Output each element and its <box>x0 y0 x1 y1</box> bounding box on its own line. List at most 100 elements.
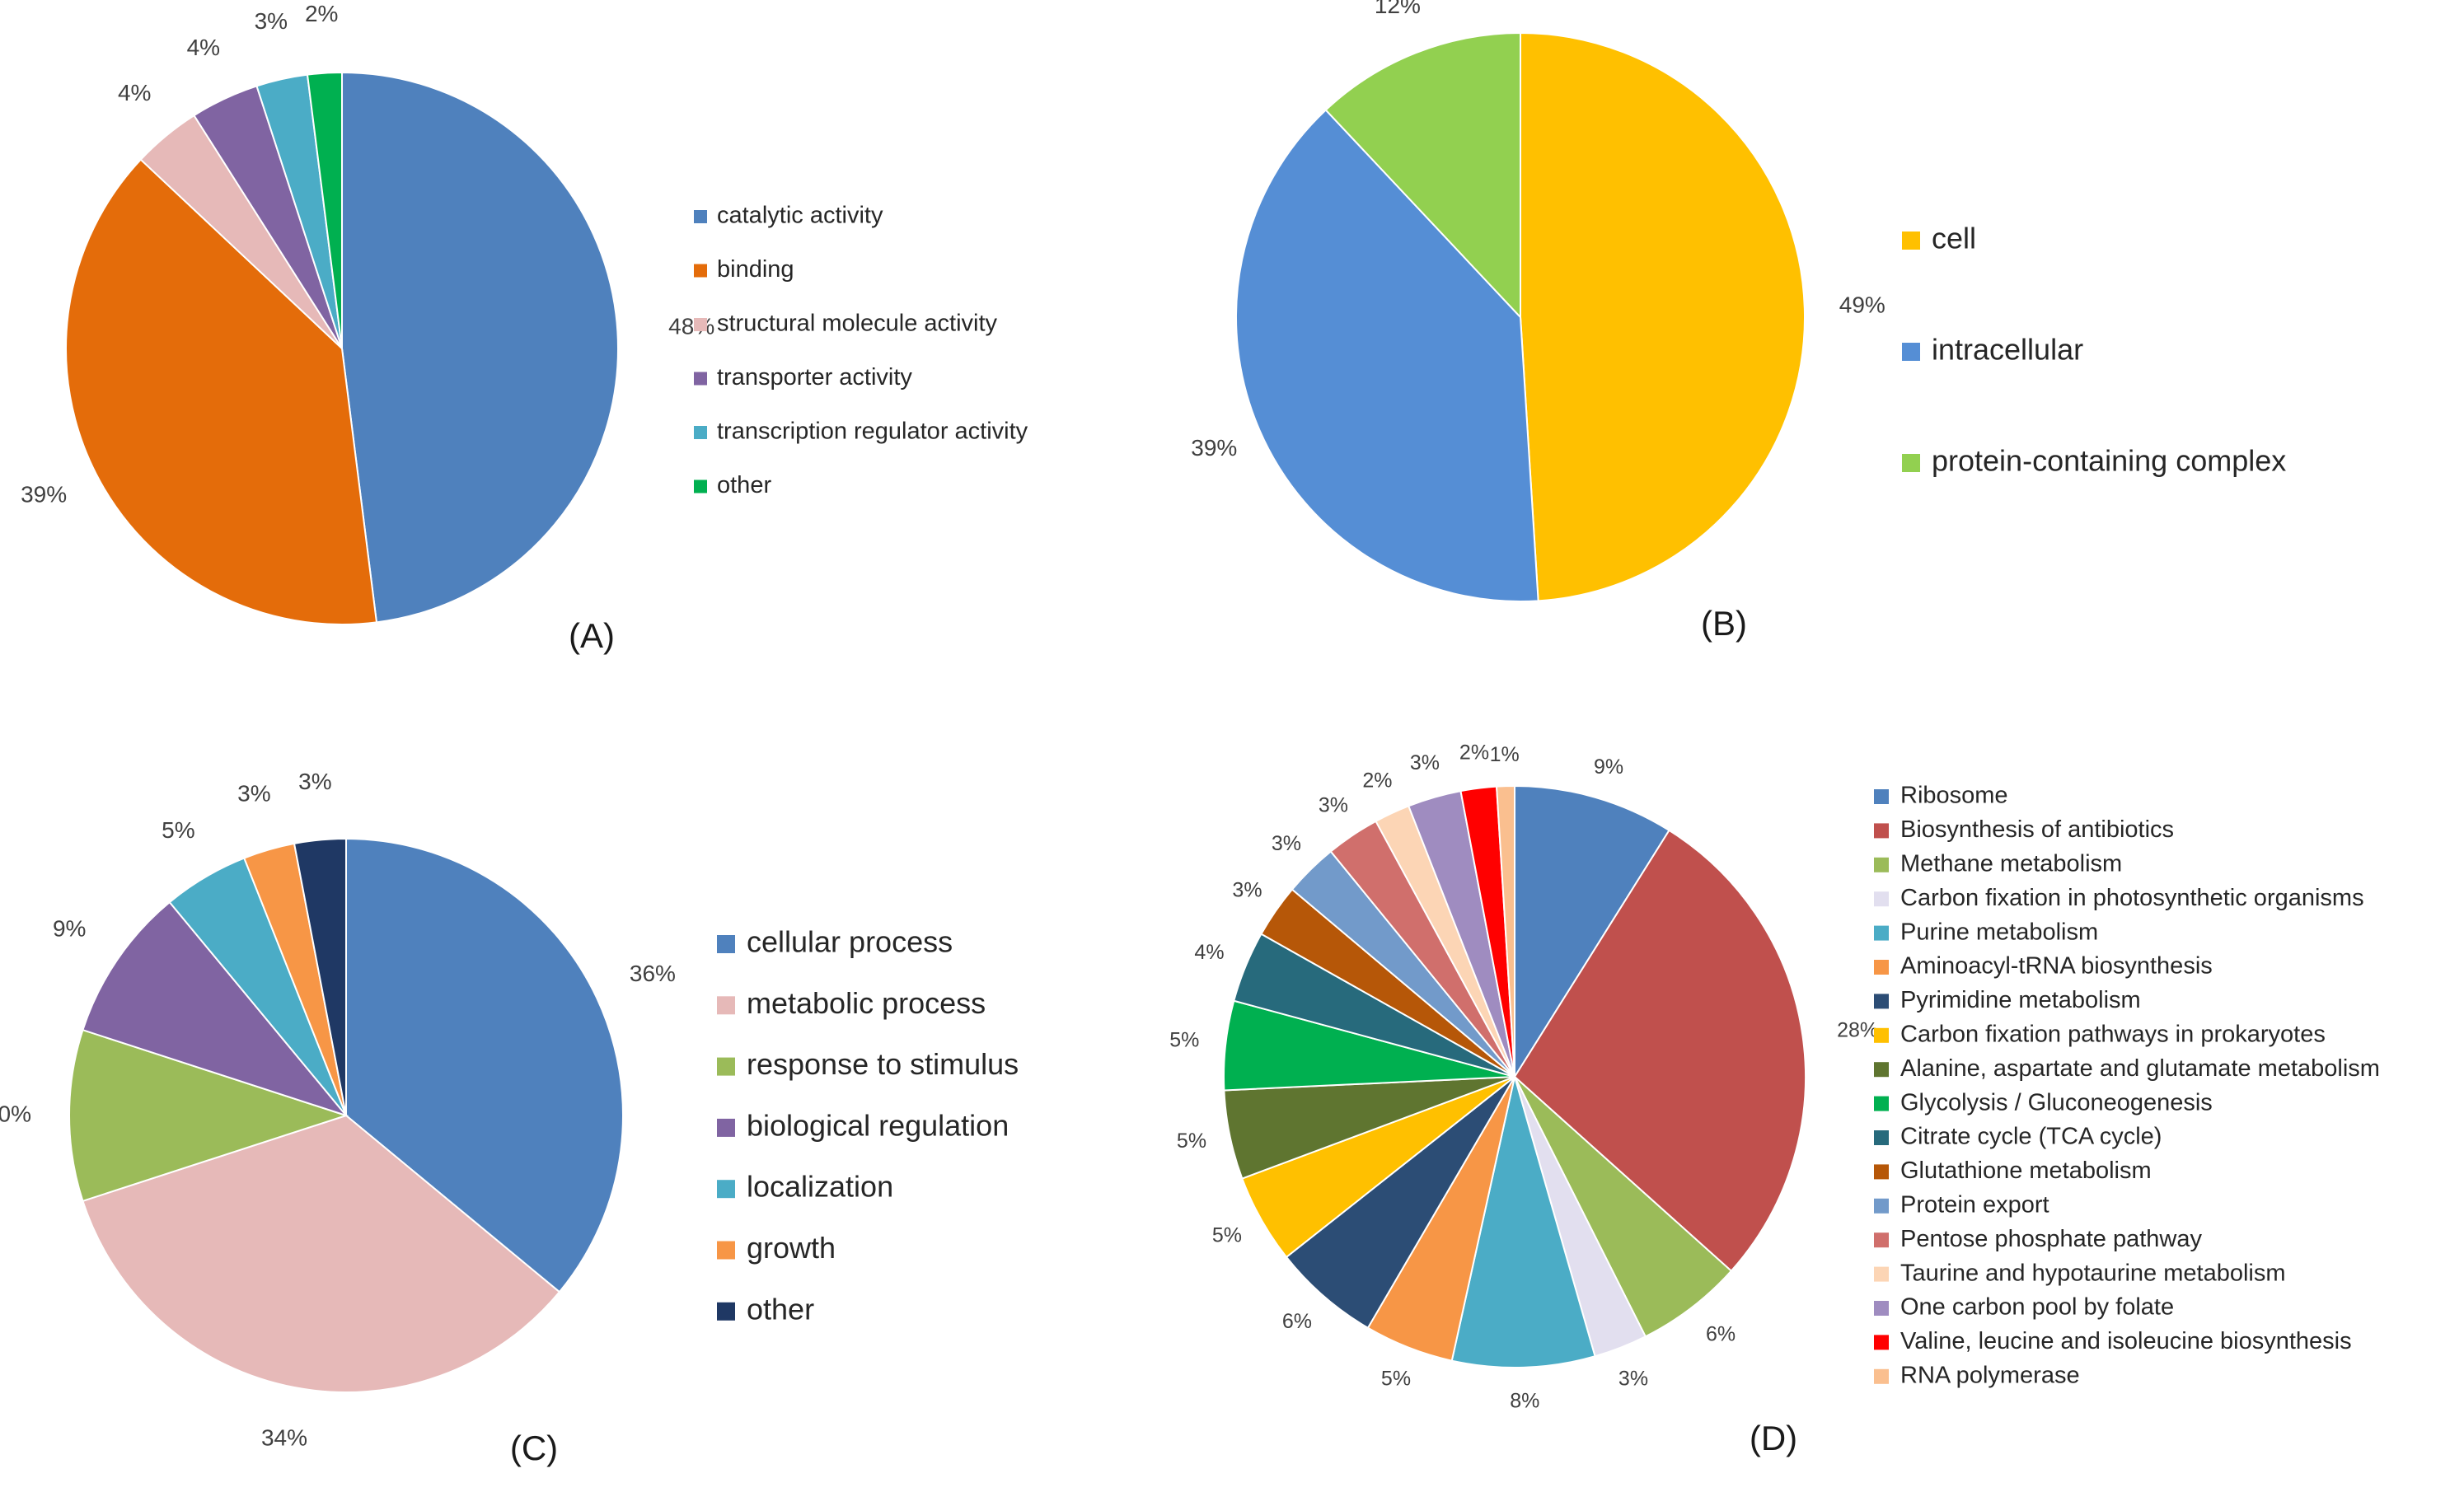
legend-d-label-11: Glutathione metabolism <box>1900 1158 2152 1184</box>
legend-d-swatch-15 <box>1874 1301 1889 1316</box>
legend-c-label-0: cellular process <box>747 925 953 959</box>
panel-label-a: (A) <box>569 616 615 655</box>
legend-d-label-7: Carbon fixation pathways in prokaryotes <box>1900 1021 2326 1047</box>
pie-a-pct-label-2: 4% <box>118 80 151 105</box>
legend-d-swatch-0 <box>1874 789 1889 804</box>
legend-d-swatch-2 <box>1874 857 1889 872</box>
legend-d-label-0: Ribosome <box>1900 783 2008 809</box>
legend-d-label-13: Pentose phosphate pathway <box>1900 1226 2202 1252</box>
pie-d-pct-label-4: 8% <box>1510 1389 1539 1412</box>
legend-a-label-2: structural molecule activity <box>717 311 998 337</box>
pie-d-pct-label-11: 3% <box>1232 878 1262 901</box>
legend-a-label-4: transcription regulator activity <box>717 419 1028 445</box>
legend-d-swatch-14 <box>1874 1266 1889 1282</box>
pie-a-pct-label-5: 2% <box>305 1 338 26</box>
pie-c-pct-label-6: 3% <box>298 769 331 794</box>
legend-c-swatch-0 <box>717 935 735 953</box>
legend-a-label-3: transporter activity <box>717 364 912 391</box>
pie-d-pct-label-5: 5% <box>1381 1367 1411 1390</box>
pie-d-pct-label-6: 6% <box>1282 1310 1312 1333</box>
pie-d-slice-0 <box>1514 784 1670 1080</box>
legend-a-swatch-1 <box>694 264 707 278</box>
legend-d-swatch-13 <box>1874 1232 1889 1248</box>
legend-a-label-1: binding <box>717 256 794 283</box>
panel-label-d: (D) <box>1750 1419 1797 1457</box>
legend-c-label-6: other <box>747 1292 814 1326</box>
pie-d-pct-label-2: 6% <box>1706 1322 1736 1345</box>
pie-c-slice-1 <box>82 1114 561 1393</box>
legend-d-swatch-11 <box>1874 1164 1889 1180</box>
pie-d-pct-label-8: 5% <box>1177 1130 1206 1153</box>
pie-d-pct-label-15: 3% <box>1410 751 1440 774</box>
pie-d-slice-17 <box>1495 784 1515 1078</box>
pie-c-pct-label-5: 3% <box>237 780 270 806</box>
pie-a-pct-label-1: 39% <box>21 482 67 507</box>
legend-d-label-5: Aminoacyl-tRNA biosynthesis <box>1900 953 2213 980</box>
legend-a-swatch-5 <box>694 479 707 493</box>
legend-d-label-12: Protein export <box>1900 1191 2049 1218</box>
pie-d-slice-6 <box>1285 1076 1515 1330</box>
legend-d-swatch-1 <box>1874 823 1889 839</box>
legend-d-label-1: Biosynthesis of antibiotics <box>1900 816 2174 843</box>
pie-c-pct-label-2: 10% <box>0 1101 31 1126</box>
pie-d-pct-label-12: 3% <box>1272 832 1301 855</box>
pie-a-pct-label-4: 3% <box>255 8 288 34</box>
pie-d-pct-label-1: 28% <box>1837 1019 1878 1042</box>
pie-d-pct-label-3: 3% <box>1618 1367 1648 1390</box>
legend-a-label-5: other <box>717 472 771 498</box>
pie-d-pct-label-9: 5% <box>1169 1029 1199 1052</box>
legend-b-swatch-1 <box>1902 343 1920 361</box>
pie-d-slice-4 <box>1450 1076 1596 1368</box>
legend-b-label-0: cell <box>1932 222 1976 255</box>
legend-c-swatch-3 <box>717 1118 735 1137</box>
legend-c-label-4: localization <box>747 1170 893 1204</box>
legend-d-swatch-8 <box>1874 1062 1889 1078</box>
legend-d-label-17: RNA polymerase <box>1900 1362 2080 1388</box>
pie-c-slice-3 <box>82 900 349 1118</box>
legend-d-label-2: Methane metabolism <box>1900 850 2122 877</box>
legend-c-label-2: response to stimulus <box>747 1047 1019 1081</box>
pie-c-slice-6 <box>293 837 347 1116</box>
pie-c-pct-label-1: 34% <box>261 1424 307 1450</box>
legend-d-swatch-7 <box>1874 1027 1889 1043</box>
pie-d-pct-label-13: 3% <box>1319 794 1348 817</box>
legend-d-swatch-6 <box>1874 994 1889 1009</box>
legend-d-swatch-9 <box>1874 1096 1889 1111</box>
legend-d-label-15: One carbon pool by folate <box>1900 1294 2174 1321</box>
legend-d-swatch-16 <box>1874 1335 1889 1350</box>
legend-d-swatch-5 <box>1874 960 1889 975</box>
pie-c-slice-0 <box>345 837 624 1293</box>
legend-d-label-14: Taurine and hypotaurine metabolism <box>1900 1260 2286 1286</box>
pie-a-slice-0 <box>341 71 620 624</box>
pie-b-pct-label-0: 49% <box>1839 292 1885 318</box>
legend-d-label-16: Valine, leucine and isoleucine biosynthe… <box>1900 1328 2352 1354</box>
legend-d-label-4: Purine metabolism <box>1900 919 2098 945</box>
pie-b-pct-label-2: 12% <box>1375 0 1421 18</box>
pie-c-slice-2 <box>68 1028 349 1203</box>
panel-label-c: (C) <box>510 1429 558 1467</box>
legend-c-label-5: growth <box>747 1231 836 1265</box>
pie-d-pct-label-14: 2% <box>1362 769 1392 793</box>
legend-c-label-3: biological regulation <box>747 1108 1009 1142</box>
pie-d-slice-1 <box>1513 829 1806 1273</box>
pie-d-pct-label-17: 1% <box>1490 743 1520 766</box>
pie-a-slice-5 <box>306 71 343 349</box>
pie-b-slice-1 <box>1235 109 1539 602</box>
legend-c-swatch-2 <box>717 1057 735 1076</box>
legend-d-label-8: Alanine, aspartate and glutamate metabol… <box>1900 1055 2380 1082</box>
legend-d-swatch-4 <box>1874 925 1889 941</box>
legend-d-label-9: Glycolysis / Gluconeogenesis <box>1900 1089 2213 1115</box>
pie-b-slice-0 <box>1520 31 1806 602</box>
legend-d-label-10: Citrate cycle (TCA cycle) <box>1900 1124 2162 1150</box>
legend-a-swatch-3 <box>694 372 707 386</box>
legend-d-label-3: Carbon fixation in photosynthetic organi… <box>1900 885 2364 911</box>
pie-c-pct-label-0: 36% <box>630 961 676 986</box>
pie-d-pct-label-7: 5% <box>1212 1224 1242 1247</box>
legend-b-label-1: intracellular <box>1932 333 2083 367</box>
legend-b-swatch-2 <box>1902 454 1920 472</box>
legend-d-label-6: Pyrimidine metabolism <box>1900 987 2141 1013</box>
legend-d-swatch-17 <box>1874 1368 1889 1384</box>
legend-d-swatch-10 <box>1874 1130 1889 1145</box>
